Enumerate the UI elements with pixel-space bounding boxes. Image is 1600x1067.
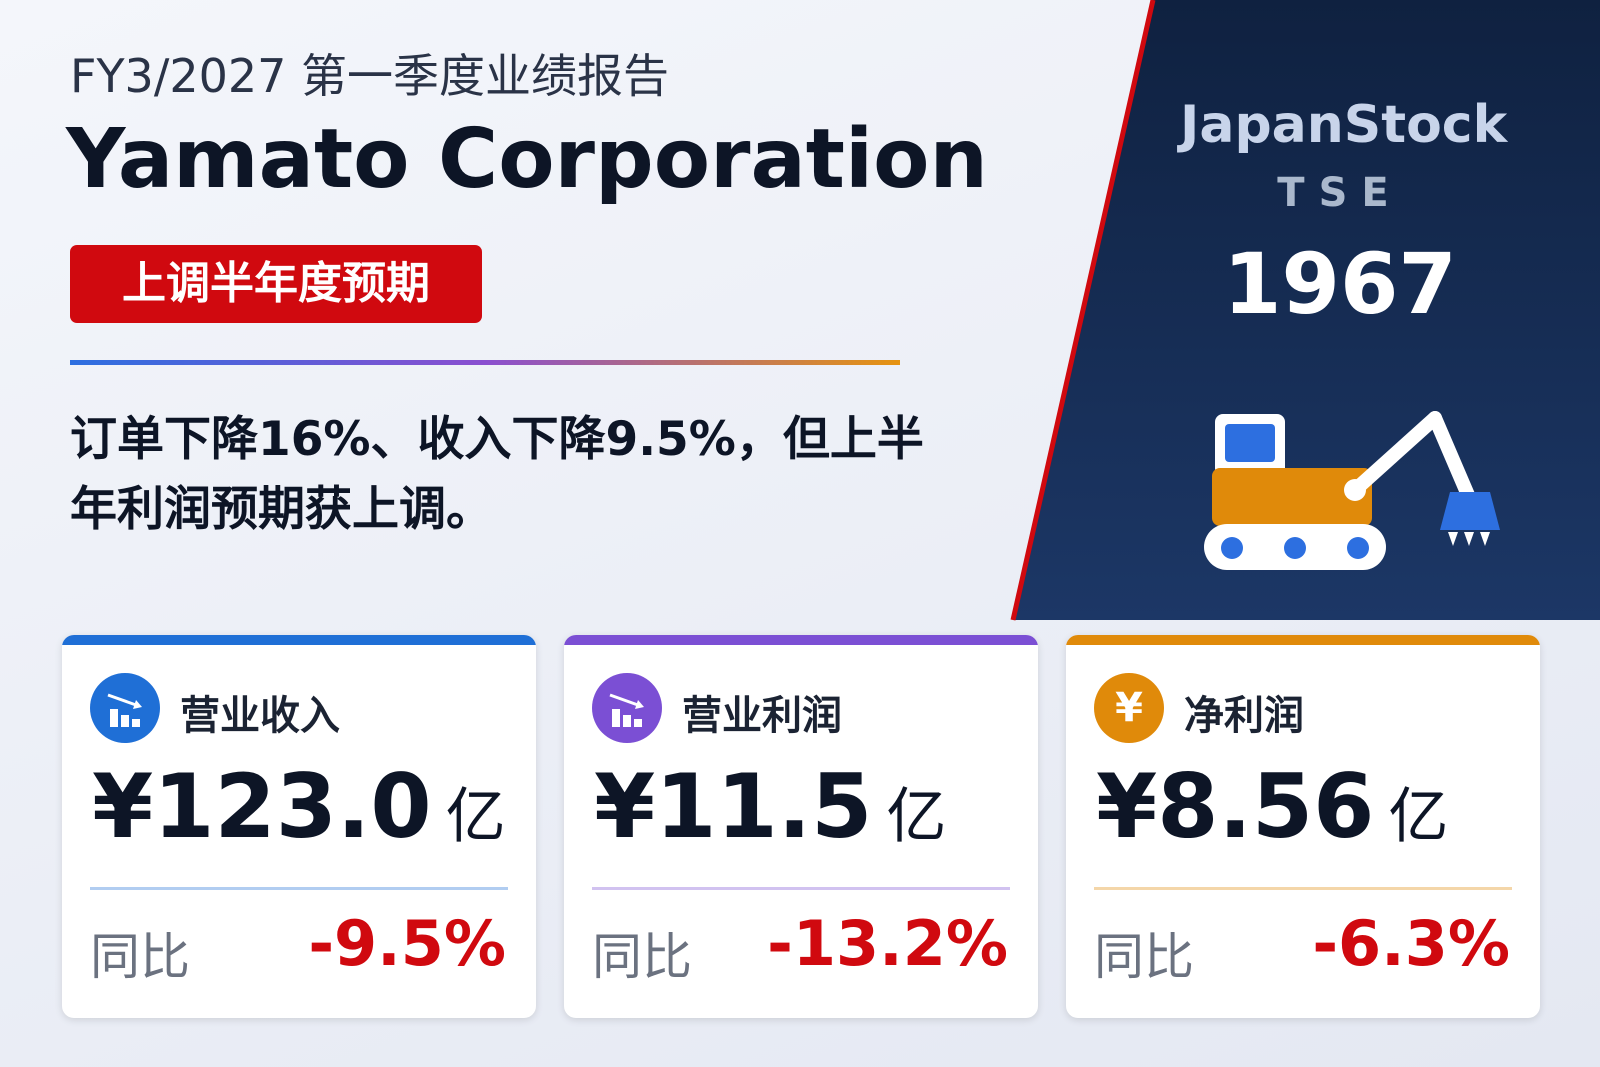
- chart-glyph: [609, 693, 644, 727]
- summary: 订单下降16%、收入下降9.5%，但上半年利润预期获上调。: [70, 412, 924, 537]
- badge: 上调半年度预期: [70, 245, 482, 323]
- card-value: ¥11.5: [594, 755, 873, 858]
- card-divider: [1094, 887, 1512, 890]
- yoy-label: 同比: [90, 928, 190, 986]
- divider: [70, 360, 900, 365]
- card-unit: 亿: [445, 782, 506, 852]
- chart-glyph: [107, 693, 142, 727]
- card-value-row: ¥11.5 亿: [594, 755, 946, 858]
- stock-code: 1967: [1223, 235, 1457, 333]
- company-name: Yamato Corporation: [66, 112, 988, 207]
- card-accent: [1066, 635, 1540, 645]
- metric-card: 营业收入 ¥123.0 亿同比 -9.5%: [62, 635, 536, 1018]
- card-value: ¥123.0: [92, 755, 432, 858]
- metric-card: 营业利润 ¥11.5 亿同比 -13.2%: [564, 635, 1038, 1018]
- card-value-row: ¥8.56 亿: [1096, 755, 1448, 858]
- card-icon: [592, 673, 662, 743]
- yoy-value: -13.2%: [767, 907, 1008, 980]
- card-icon: [90, 673, 160, 743]
- report-period: FY3/2027 第一季度业绩报告: [70, 49, 670, 103]
- yoy-label: 同比: [592, 928, 692, 986]
- exchange: TSE: [1277, 170, 1403, 216]
- card-title: 净利润: [1184, 693, 1304, 739]
- yoy-value: -9.5%: [308, 907, 506, 980]
- card-title: 营业利润: [682, 693, 842, 739]
- card-accent: [564, 635, 1038, 645]
- yoy-label: 同比: [1094, 928, 1194, 986]
- metric-card: ¥ 净利润 ¥8.56 亿同比 -6.3%: [1066, 635, 1540, 1018]
- excavator-icon: [1204, 411, 1500, 570]
- card-title: 营业收入: [180, 693, 340, 739]
- card-accent: [62, 635, 536, 645]
- card-unit: 亿: [1388, 782, 1449, 852]
- card-unit: 亿: [886, 782, 947, 852]
- brand-site: JapanStock: [1180, 95, 1508, 155]
- yoy-value: -6.3%: [1312, 907, 1510, 980]
- card-value: ¥8.56: [1096, 755, 1375, 858]
- card-icon: ¥: [1094, 673, 1164, 743]
- card-divider: [90, 887, 508, 890]
- panel-edge: [1010, 0, 1156, 621]
- card-divider: [592, 887, 1010, 890]
- card-value-row: ¥123.0 亿: [92, 755, 506, 858]
